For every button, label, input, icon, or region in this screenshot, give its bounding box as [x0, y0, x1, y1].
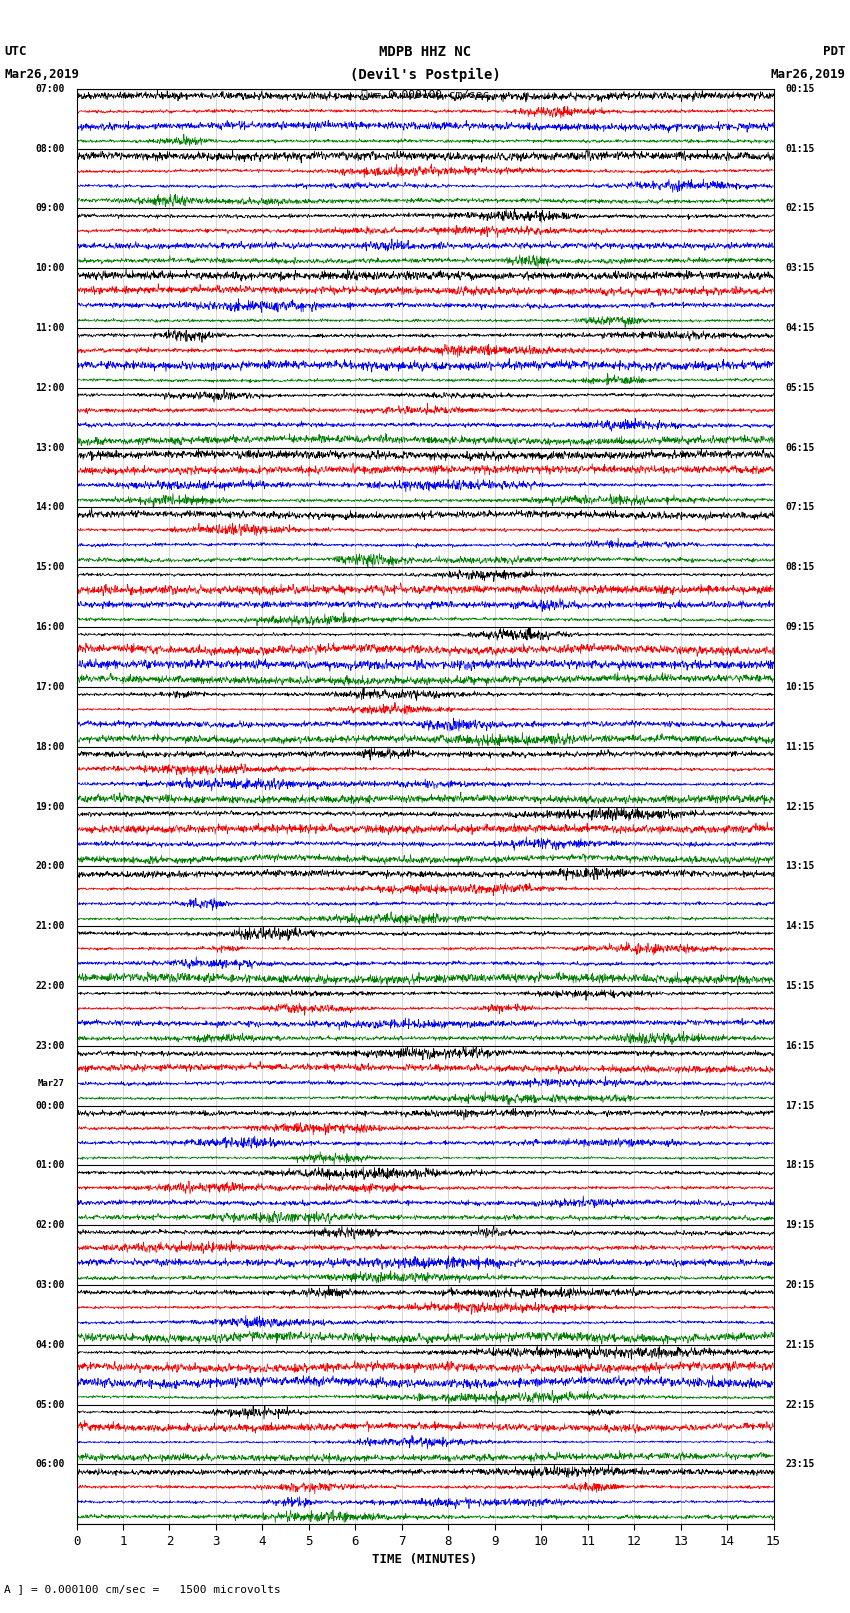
Text: ⎳ = 0.000100 cm/sec: ⎳ = 0.000100 cm/sec	[361, 89, 489, 98]
Text: 04:00: 04:00	[36, 1340, 65, 1350]
Text: 17:15: 17:15	[785, 1100, 814, 1111]
Text: 03:00: 03:00	[36, 1281, 65, 1290]
Text: 23:15: 23:15	[785, 1460, 814, 1469]
Text: 12:00: 12:00	[36, 382, 65, 394]
Text: 19:00: 19:00	[36, 802, 65, 811]
X-axis label: TIME (MINUTES): TIME (MINUTES)	[372, 1553, 478, 1566]
Text: A ] = 0.000100 cm/sec =   1500 microvolts: A ] = 0.000100 cm/sec = 1500 microvolts	[4, 1584, 281, 1594]
Text: 00:15: 00:15	[785, 84, 814, 94]
Text: 14:15: 14:15	[785, 921, 814, 931]
Text: 07:00: 07:00	[36, 84, 65, 94]
Text: 02:15: 02:15	[785, 203, 814, 213]
Text: 23:00: 23:00	[36, 1040, 65, 1050]
Text: 13:00: 13:00	[36, 442, 65, 453]
Text: UTC: UTC	[4, 45, 26, 58]
Text: PDT: PDT	[824, 45, 846, 58]
Text: 09:00: 09:00	[36, 203, 65, 213]
Text: 17:00: 17:00	[36, 682, 65, 692]
Text: 01:15: 01:15	[785, 144, 814, 153]
Text: 22:15: 22:15	[785, 1400, 814, 1410]
Text: 21:15: 21:15	[785, 1340, 814, 1350]
Text: 14:00: 14:00	[36, 502, 65, 513]
Text: 18:15: 18:15	[785, 1160, 814, 1171]
Text: 02:00: 02:00	[36, 1219, 65, 1231]
Text: 18:00: 18:00	[36, 742, 65, 752]
Text: 15:15: 15:15	[785, 981, 814, 990]
Text: 01:00: 01:00	[36, 1160, 65, 1171]
Text: 16:00: 16:00	[36, 623, 65, 632]
Text: Mar26,2019: Mar26,2019	[771, 68, 846, 81]
Text: 00:00: 00:00	[36, 1100, 65, 1111]
Text: 11:15: 11:15	[785, 742, 814, 752]
Text: 05:00: 05:00	[36, 1400, 65, 1410]
Text: 21:00: 21:00	[36, 921, 65, 931]
Text: 11:00: 11:00	[36, 323, 65, 332]
Text: 22:00: 22:00	[36, 981, 65, 990]
Text: 06:00: 06:00	[36, 1460, 65, 1469]
Text: 05:15: 05:15	[785, 382, 814, 394]
Text: 07:15: 07:15	[785, 502, 814, 513]
Text: (Devil's Postpile): (Devil's Postpile)	[349, 68, 501, 82]
Text: 10:15: 10:15	[785, 682, 814, 692]
Text: 08:00: 08:00	[36, 144, 65, 153]
Text: 16:15: 16:15	[785, 1040, 814, 1050]
Text: 03:15: 03:15	[785, 263, 814, 273]
Text: 13:15: 13:15	[785, 861, 814, 871]
Text: 04:15: 04:15	[785, 323, 814, 332]
Text: 20:15: 20:15	[785, 1281, 814, 1290]
Text: 06:15: 06:15	[785, 442, 814, 453]
Text: Mar26,2019: Mar26,2019	[4, 68, 79, 81]
Text: 12:15: 12:15	[785, 802, 814, 811]
Text: 15:00: 15:00	[36, 563, 65, 573]
Text: 09:15: 09:15	[785, 623, 814, 632]
Text: 10:00: 10:00	[36, 263, 65, 273]
Text: 08:15: 08:15	[785, 563, 814, 573]
Text: 19:15: 19:15	[785, 1219, 814, 1231]
Text: MDPB HHZ NC: MDPB HHZ NC	[379, 45, 471, 60]
Text: 20:00: 20:00	[36, 861, 65, 871]
Text: Mar27: Mar27	[38, 1079, 65, 1087]
